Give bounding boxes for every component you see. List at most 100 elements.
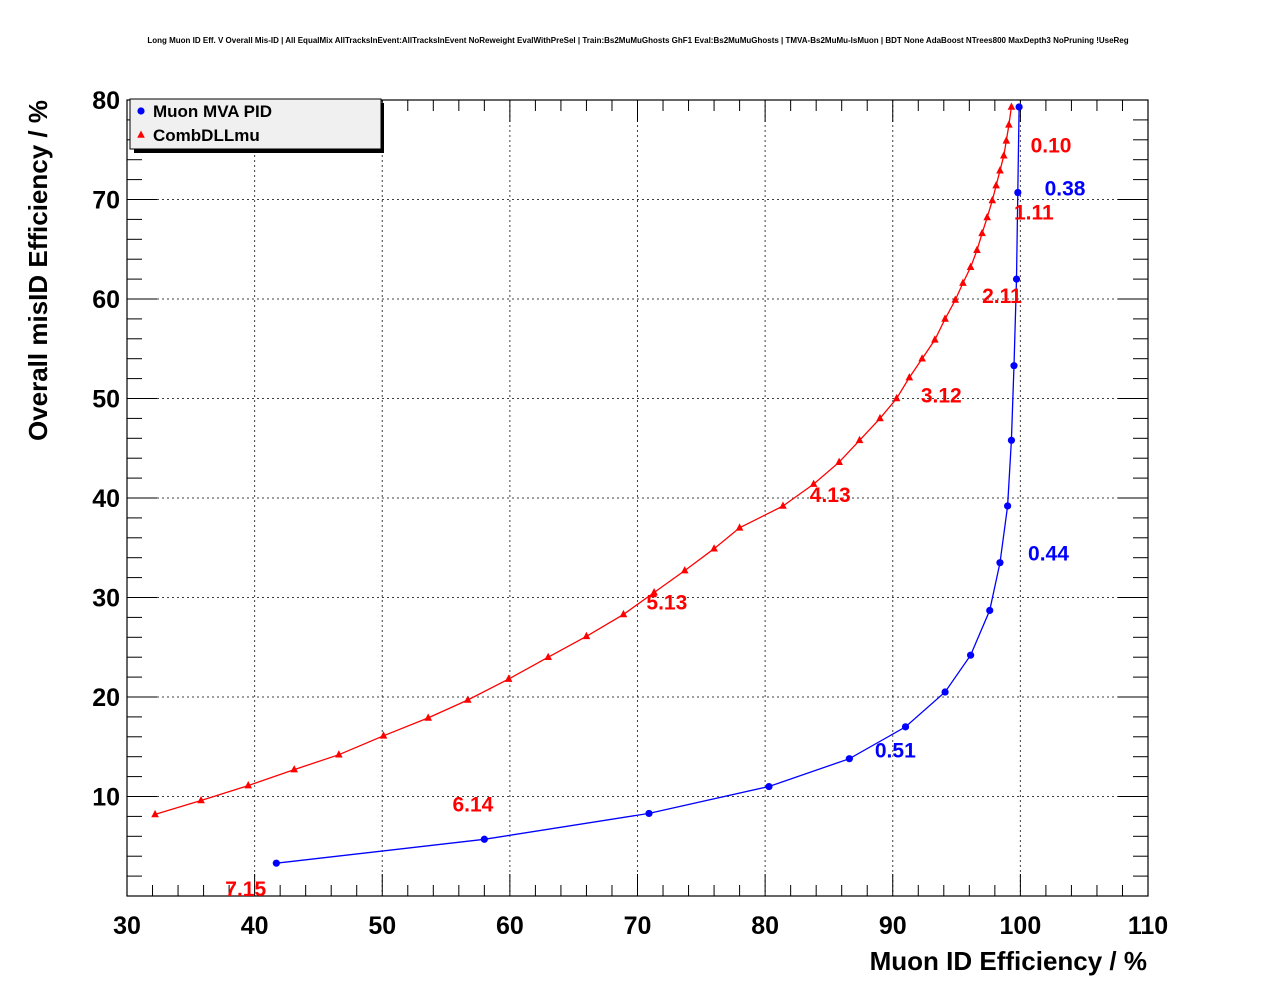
annotation-label: 4.13 bbox=[810, 484, 851, 507]
y-tick-label: 50 bbox=[92, 386, 120, 414]
legend-entry-combdll: CombDLLmu bbox=[153, 126, 260, 145]
data-point bbox=[892, 394, 901, 402]
data-point bbox=[463, 695, 472, 703]
data-point bbox=[504, 674, 513, 682]
data-point bbox=[582, 631, 591, 640]
data-point bbox=[151, 809, 159, 818]
data-point bbox=[680, 566, 689, 574]
data-point bbox=[645, 809, 653, 818]
y-tick-label: 10 bbox=[92, 784, 120, 812]
x-axis-label: Muon ID Efficiency / % bbox=[870, 946, 1147, 976]
grid bbox=[127, 100, 1148, 896]
data-point bbox=[931, 335, 939, 343]
annotation-label: 2.11 bbox=[982, 285, 1022, 308]
series bbox=[151, 102, 1023, 867]
data-point bbox=[983, 212, 991, 221]
y-tick-label: 80 bbox=[92, 87, 120, 115]
data-point bbox=[967, 651, 975, 659]
y-tick-label: 70 bbox=[92, 187, 120, 215]
data-point bbox=[986, 606, 994, 615]
data-point bbox=[966, 262, 975, 270]
x-tick-label: 110 bbox=[1128, 912, 1168, 940]
x-tick-label: 40 bbox=[241, 912, 269, 940]
data-point bbox=[735, 523, 744, 531]
data-point bbox=[379, 731, 388, 739]
x-tick-label: 50 bbox=[368, 912, 396, 940]
annotation-label: 0.38 bbox=[1045, 178, 1086, 201]
x-tick-label: 70 bbox=[624, 912, 652, 940]
data-point bbox=[480, 835, 488, 843]
data-point bbox=[918, 354, 926, 362]
y-tick-label: 60 bbox=[92, 286, 120, 314]
annotation-label: 7.15 bbox=[225, 878, 266, 901]
data-point bbox=[1015, 103, 1023, 111]
data-point bbox=[835, 457, 843, 465]
annotation-label: 3.12 bbox=[921, 384, 962, 407]
x-tick-labels: 30 40 50 60 70 80 90 100 110 bbox=[113, 912, 1168, 940]
data-point bbox=[1014, 188, 1022, 197]
data-point bbox=[973, 245, 981, 254]
data-point bbox=[941, 688, 949, 696]
data-point bbox=[197, 795, 205, 804]
data-point bbox=[876, 413, 884, 422]
data-point bbox=[1005, 120, 1013, 128]
data-point bbox=[992, 181, 1000, 189]
data-point bbox=[244, 781, 253, 789]
annotation-label: 6.14 bbox=[452, 793, 493, 816]
data-point bbox=[855, 435, 864, 444]
annotation-label: 0.10 bbox=[1031, 135, 1072, 158]
data-point bbox=[901, 723, 910, 731]
data-point bbox=[978, 228, 986, 237]
data-point bbox=[335, 750, 343, 758]
annotation-label: 0.51 bbox=[875, 740, 916, 763]
y-axis-label: Overall misID Efficiency / % bbox=[23, 100, 53, 441]
x-tick-label: 60 bbox=[496, 912, 524, 940]
data-point bbox=[1007, 102, 1016, 110]
y-tick-label: 20 bbox=[92, 684, 120, 712]
y-tick-labels: 10 20 30 40 50 60 70 80 bbox=[92, 87, 120, 812]
legend-entry-mva: Muon MVA PID bbox=[153, 102, 272, 121]
y-tick-label: 40 bbox=[92, 485, 120, 513]
data-point bbox=[951, 295, 960, 303]
plot-frame bbox=[126, 99, 1149, 897]
x-tick-label: 30 bbox=[113, 912, 141, 940]
data-point bbox=[809, 479, 818, 487]
data-point bbox=[710, 544, 718, 552]
legend-marker-triangle bbox=[137, 130, 145, 138]
x-tick-label: 80 bbox=[751, 912, 779, 940]
legend-markers bbox=[137, 107, 145, 138]
data-point bbox=[290, 765, 298, 773]
x-tick-label: 90 bbox=[879, 912, 907, 940]
data-point bbox=[1010, 362, 1018, 370]
data-point bbox=[1004, 502, 1012, 510]
series-line bbox=[276, 106, 1020, 864]
data-point bbox=[905, 373, 914, 381]
annotation-label: 1.11 bbox=[1014, 201, 1054, 224]
data-point bbox=[650, 588, 658, 596]
data-point bbox=[1007, 436, 1016, 444]
data-point bbox=[996, 559, 1004, 567]
data-point bbox=[845, 755, 853, 763]
chart-title: Long Muon ID Eff. V Overall Mis-ID | All… bbox=[147, 36, 1128, 45]
data-point bbox=[1012, 275, 1021, 283]
data-point bbox=[272, 859, 280, 867]
data-point bbox=[424, 713, 432, 721]
data-point bbox=[999, 151, 1008, 159]
data-point bbox=[988, 195, 997, 204]
data-point bbox=[779, 501, 787, 509]
y-tick-label: 30 bbox=[92, 585, 120, 613]
data-point bbox=[959, 278, 967, 286]
data-point bbox=[765, 782, 773, 791]
data-point bbox=[996, 166, 1004, 174]
series-muon-mva-pid bbox=[272, 103, 1023, 867]
data-point bbox=[619, 609, 628, 618]
legend-marker-circle bbox=[137, 107, 145, 115]
annotations: 0.38 0.44 0.51 0.10 1.11 2.11 3.12 4.13 5.13 6.14… bbox=[225, 135, 1086, 901]
annotation-label: 5.13 bbox=[646, 591, 687, 614]
data-point bbox=[544, 652, 552, 660]
series-combdllmu bbox=[151, 102, 1016, 818]
series-line bbox=[154, 106, 1013, 816]
annotation-label: 0.44 bbox=[1028, 543, 1069, 566]
x-tick-label: 100 bbox=[1000, 912, 1042, 940]
